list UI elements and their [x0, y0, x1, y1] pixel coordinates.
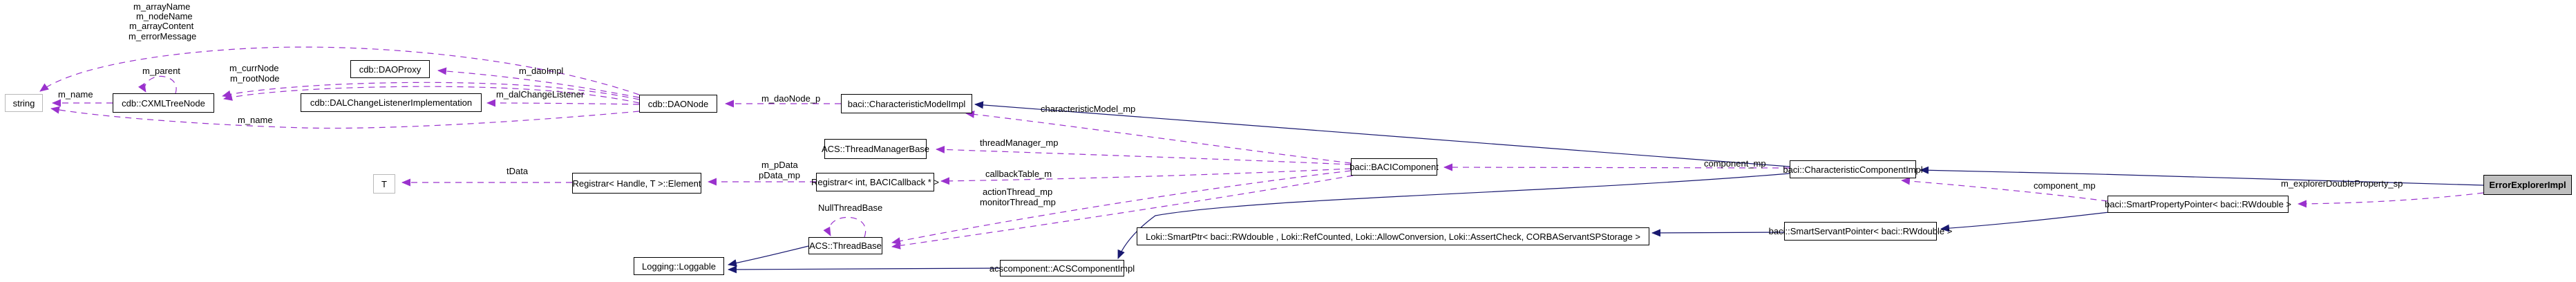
edge-use-daonode-cxmltreenode-rootnode: [223, 86, 640, 104]
edge-inherit-smartpropertypointer-smartservantpointer: [1940, 212, 2110, 232]
class-node-dao-proxy[interactable]: cdb::DAOProxy: [350, 60, 430, 78]
class-node-smart-servant-pointer[interactable]: baci::SmartServantPointer< baci::RWdoubl…: [1769, 222, 1952, 241]
edge-use-daonode-dalchangelistener: [486, 99, 640, 107]
edge-label-component-mp-1: component_mp: [1704, 158, 1766, 169]
edge-label-m-pdata: m_pData: [761, 160, 798, 170]
edge-use-bacicomponent-threadmanagerbase: [936, 145, 1352, 165]
class-node-smart-property-pointer[interactable]: baci::SmartPropertyPointer< baci::RWdoub…: [2105, 196, 2291, 213]
class-node-registrar-handle-element[interactable]: Registrar< Handle, T >::Element: [572, 173, 701, 194]
edge-label-pdata-mp: pData_mp: [759, 170, 800, 180]
edge-selfloop-cxmltreenode-mparent: [138, 75, 177, 94]
edge-label-m-rootnode: m_rootNode: [230, 73, 280, 84]
edge-use-characteristiccomponentimpl-bacicomponent: [1443, 163, 1790, 171]
class-node-registrar-int-bacicallback[interactable]: Registrar< int, BACICallback * >: [811, 173, 939, 191]
class-node-characteristic-component-impl[interactable]: baci::CharacteristicComponentImpl: [1783, 160, 1923, 178]
edge-inherit-acscomponentimpl-loggable: [728, 265, 1001, 274]
class-node-loggable[interactable]: Logging::Loggable: [634, 257, 724, 275]
edge-use-bacicomponent-characteristicmodelimpl: [965, 110, 1352, 164]
edge-use-daonode-string-bottom: [50, 106, 640, 129]
class-node-loki-smart-ptr[interactable]: Loki::SmartPtr< baci::RWdouble , Loki::R…: [1137, 227, 1649, 245]
edge-label-m-name-1: m_name: [58, 89, 93, 100]
class-node-dao-node[interactable]: cdb::DAONode: [639, 95, 717, 113]
edge-inherit-characteristiccomponentimpl-acscomponentimpl: [1117, 173, 1790, 259]
edge-label-m-errormessage: m_errorMessage: [129, 31, 197, 41]
edge-label-m-daonode-p: m_daoNode_p: [761, 93, 821, 104]
class-node-error-explorer-impl: ErrorExplorerImpl: [2483, 175, 2572, 195]
class-node-baci-component[interactable]: baci::BACIComponent: [1349, 158, 1439, 176]
edge-label-tdata: tData: [506, 166, 529, 176]
edge-label-m-parent: m_parent: [142, 66, 180, 76]
edge-label-m-daoimpl: m_daoImpl: [519, 66, 564, 76]
edge-inherit-errorexplorerimpl-characteristiccomponentimpl: [1920, 166, 2484, 186]
class-node-cxml-tree-node[interactable]: cdb::CXMLTreeNode: [113, 93, 214, 113]
class-node-t: T: [373, 174, 395, 194]
edge-inherit-smartservantpointer-lokismartptr: [1651, 229, 1785, 237]
class-node-thread-manager-base[interactable]: ACS::ThreadManagerBase: [822, 139, 929, 159]
edge-label-characteristicmodel-mp: characteristicModel_mp: [1041, 104, 1136, 114]
edge-label-threadmanager-mp: threadManager_mp: [980, 138, 1059, 148]
edge-use-daonode-string-top: [39, 46, 640, 95]
edge-label-callbacktable-m: callbackTable_m: [985, 169, 1052, 179]
edge-label-m-explorerdoubleproperty-sp: m_explorerDoubleProperty_sp: [2281, 178, 2403, 189]
edge-label-m-name-2: m_name: [238, 115, 273, 125]
edge-use-smartpropertypointer-characteristiccomponentimpl: [1901, 177, 2108, 202]
edge-label-actionthread-mp: actionThread_mp: [983, 187, 1053, 197]
edge-label-nullthreadbase: NullThreadBase: [818, 203, 883, 213]
class-node-characteristic-model-impl[interactable]: baci::CharacteristicModelImpl: [841, 94, 972, 113]
class-node-dal-change-listener-implementation[interactable]: cdb::DALChangeListenerImplementation: [301, 93, 482, 112]
edge-use-daonode-daoproxy: [437, 67, 640, 98]
edge-use-bacicomponent-registrar-callbacktable: [940, 168, 1352, 185]
edge-use-errorexplorerimpl-smartpropertypointer: [2298, 192, 2484, 208]
edge-inherit-threadbase-loggable: [728, 245, 809, 267]
edge-label-component-mp-2: component_mp: [2034, 180, 2096, 191]
class-node-string: string: [5, 94, 43, 112]
edge-label-m-dalchangelistener: m_dalChangeListener: [496, 89, 585, 100]
edge-label-m-arraycontent: m_arrayContent: [129, 21, 194, 31]
edge-inherit-characteristiccomponentimpl-characteristicmodelimpl: [974, 101, 1790, 167]
edge-selfloop-threadbase-nullthreadbase: [823, 216, 866, 238]
class-node-thread-base[interactable]: ACS::ThreadBase: [808, 237, 882, 254]
edge-label-m-nodename: m_nodeName: [136, 11, 193, 21]
edge-use-daonode-cxmltreenode-currnode: [222, 82, 640, 100]
edge-label-m-arrayname: m_arrayName: [133, 1, 191, 12]
edge-label-monitorthread-mp: monitorThread_mp: [980, 197, 1056, 207]
edge-label-m-currnode: m_currNode: [229, 63, 279, 73]
class-node-acs-component-impl[interactable]: acscomponent::ACSComponentImpl: [989, 260, 1135, 276]
